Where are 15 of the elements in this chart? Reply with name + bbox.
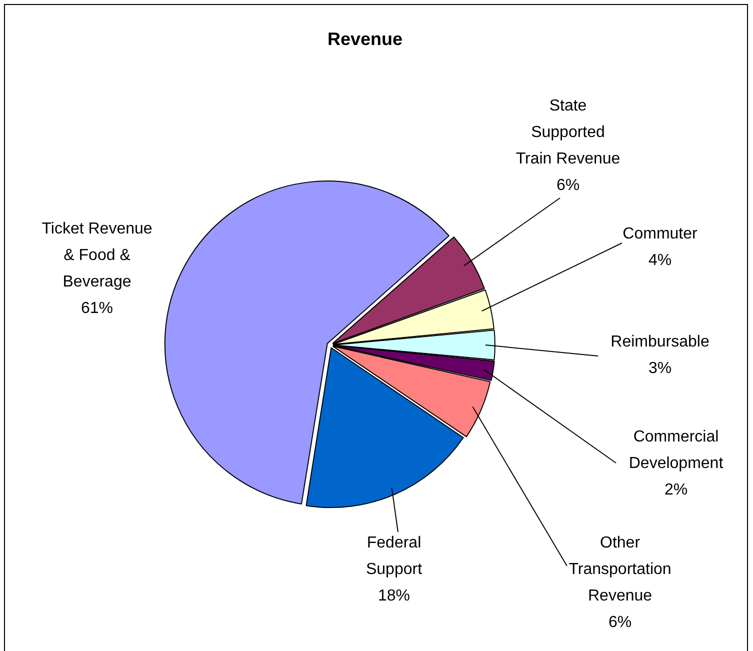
chart-title: Revenue	[327, 28, 403, 49]
data-label: 2%	[664, 481, 688, 498]
slice-label: Reimbursable	[610, 333, 710, 350]
slice-label: State Supported Train Revenue	[516, 97, 620, 168]
data-label: 6%	[608, 614, 632, 631]
slice-label: Commercial Development	[628, 428, 724, 472]
data-label: 18%	[378, 587, 410, 604]
slice-label: Commuter	[622, 225, 698, 242]
data-label: 6%	[556, 176, 580, 194]
data-label: 61%	[80, 300, 114, 317]
slice-label: Ticket Revenue & Food & Beverage	[42, 220, 152, 290]
data-label: 3%	[648, 360, 672, 377]
slice-label: Federal Support	[366, 534, 423, 578]
data-label: 4%	[648, 252, 672, 269]
slice-label: Other Transportation Revenue	[568, 534, 672, 604]
